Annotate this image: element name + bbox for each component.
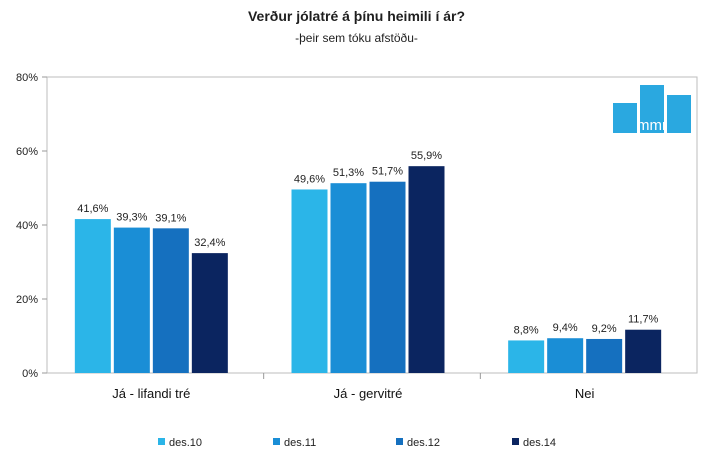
data-label: 39,1% xyxy=(155,212,186,224)
logo-bar-2 xyxy=(640,85,664,133)
data-label: 8,8% xyxy=(514,324,539,336)
y-tick-label: 0% xyxy=(22,368,38,380)
bar-des10-2 xyxy=(508,340,545,373)
legend-label: des.11 xyxy=(284,437,316,449)
category-label: Já - lifandi tré xyxy=(112,386,190,401)
bar-des12-2 xyxy=(586,338,623,373)
logo-bar-3 xyxy=(667,95,691,133)
x-axis: Já - lifandi tré Já - gervitré Nei xyxy=(112,373,595,401)
y-tick-label: 80% xyxy=(16,72,38,84)
bar-des14-1 xyxy=(408,166,445,373)
legend-label: des.10 xyxy=(169,437,202,449)
data-labels: 41,6% 39,3% 39,1% 32,4% 49,6% 51,3% 51,7% 55,9%… xyxy=(77,150,658,336)
y-tick-label: 20% xyxy=(16,294,38,306)
bars xyxy=(74,166,662,373)
legend-swatch-des10 xyxy=(158,438,165,445)
bar-des10-1 xyxy=(291,189,328,373)
bar-des14-0 xyxy=(191,253,228,373)
data-label: 49,6% xyxy=(294,173,325,185)
chart-title: Verður jólatré á þínu heimili í ár? xyxy=(247,8,466,24)
legend-label: des.14 xyxy=(523,437,556,449)
bar-des12-0 xyxy=(152,228,189,373)
bar-des11-2 xyxy=(547,338,584,373)
legend: des.10 des.11 des.12 des.14 xyxy=(158,437,556,449)
y-axis: 0% 20% 40% 60% 80% xyxy=(16,72,47,380)
data-label: 55,9% xyxy=(411,150,442,162)
logo-bar-1 xyxy=(613,103,637,133)
bar-des10-0 xyxy=(74,219,111,373)
bar-des11-0 xyxy=(113,227,150,373)
category-label: Nei xyxy=(575,386,595,401)
category-label: Já - gervitré xyxy=(334,386,403,401)
data-label: 39,3% xyxy=(116,212,147,224)
logo-text: mmr xyxy=(637,117,667,134)
data-label: 9,4% xyxy=(553,322,578,334)
data-label: 9,2% xyxy=(592,323,617,335)
bar-des11-1 xyxy=(330,183,367,373)
data-label: 32,4% xyxy=(194,237,225,249)
legend-label: des.12 xyxy=(407,437,440,449)
data-label: 41,6% xyxy=(77,203,108,215)
bar-des12-1 xyxy=(369,181,406,373)
y-tick-label: 40% xyxy=(16,220,38,232)
bar-des14-2 xyxy=(625,329,662,373)
data-label: 51,7% xyxy=(372,166,403,178)
y-tick-label: 60% xyxy=(16,146,38,158)
mmr-logo: mmr xyxy=(613,85,691,134)
legend-swatch-des14 xyxy=(512,438,519,445)
chart-subtitle: -þeir sem tóku afstöðu- xyxy=(295,31,418,45)
legend-swatch-des12 xyxy=(396,438,403,445)
data-label: 51,3% xyxy=(333,167,364,179)
legend-swatch-des11 xyxy=(273,438,280,445)
data-label: 11,7% xyxy=(628,314,659,326)
